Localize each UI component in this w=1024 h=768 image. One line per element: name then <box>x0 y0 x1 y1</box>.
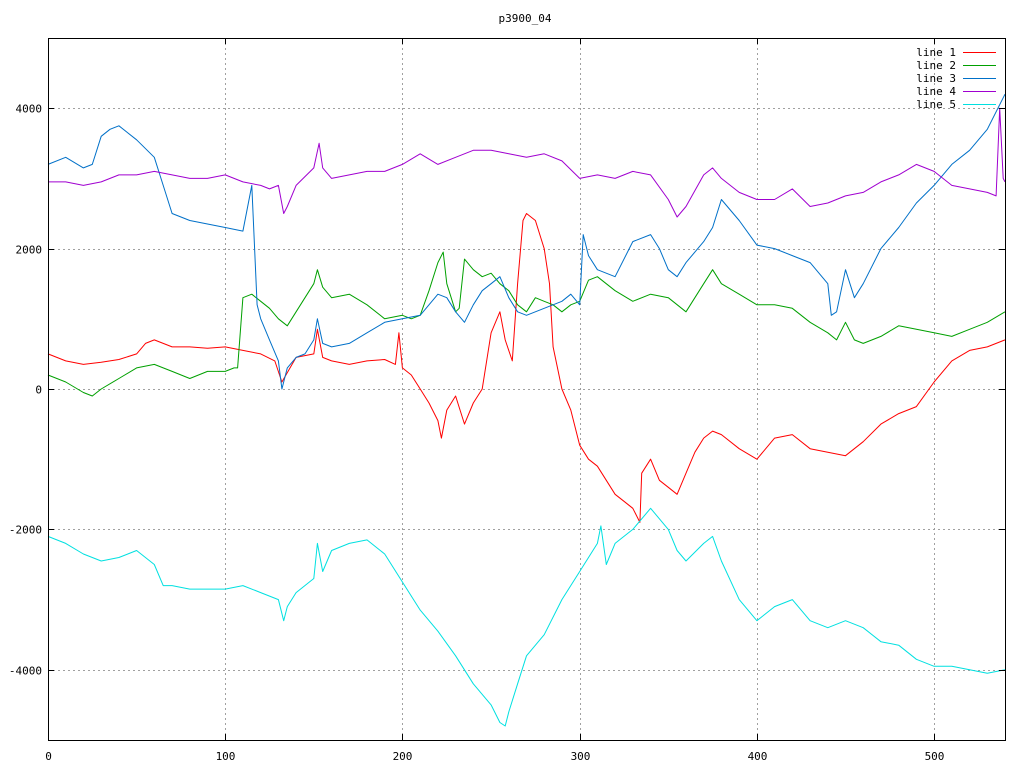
series-lines <box>47 93 1006 727</box>
legend-label: line 5 <box>916 98 956 111</box>
grid-lines <box>48 38 1005 740</box>
series-line-3 <box>47 93 1006 390</box>
axis-ticks <box>48 38 1005 740</box>
y-tick-label: -4000 <box>9 665 42 678</box>
legend-label: line 2 <box>916 59 956 72</box>
x-tick-label: 100 <box>216 750 236 763</box>
y-tick-label: 4000 <box>16 103 43 116</box>
x-tick-label: 400 <box>748 750 768 763</box>
y-tick-label: 2000 <box>16 244 43 257</box>
series-line-1 <box>47 213 1006 523</box>
legend-label: line 3 <box>916 72 956 85</box>
plot-frame <box>48 38 1006 741</box>
y-tick-label: -2000 <box>9 524 42 537</box>
y-tick-labels: -4000 -2000 0 2000 4000 <box>9 103 42 678</box>
legend-label: line 4 <box>916 85 956 98</box>
y-tick-label: 0 <box>35 384 42 397</box>
x-tick-label: 500 <box>925 750 945 763</box>
series-line-5 <box>47 507 1006 727</box>
series-line-4 <box>48 107 1006 218</box>
legend-label: line 1 <box>916 46 956 59</box>
series-line-2 <box>47 251 1006 397</box>
chart-title: p3900_04 <box>499 12 552 25</box>
x-tick-label: 300 <box>571 750 591 763</box>
x-tick-label: 200 <box>393 750 413 763</box>
x-tick-labels: 0 100 200 300 400 500 <box>45 750 944 763</box>
x-tick-label: 0 <box>45 750 52 763</box>
